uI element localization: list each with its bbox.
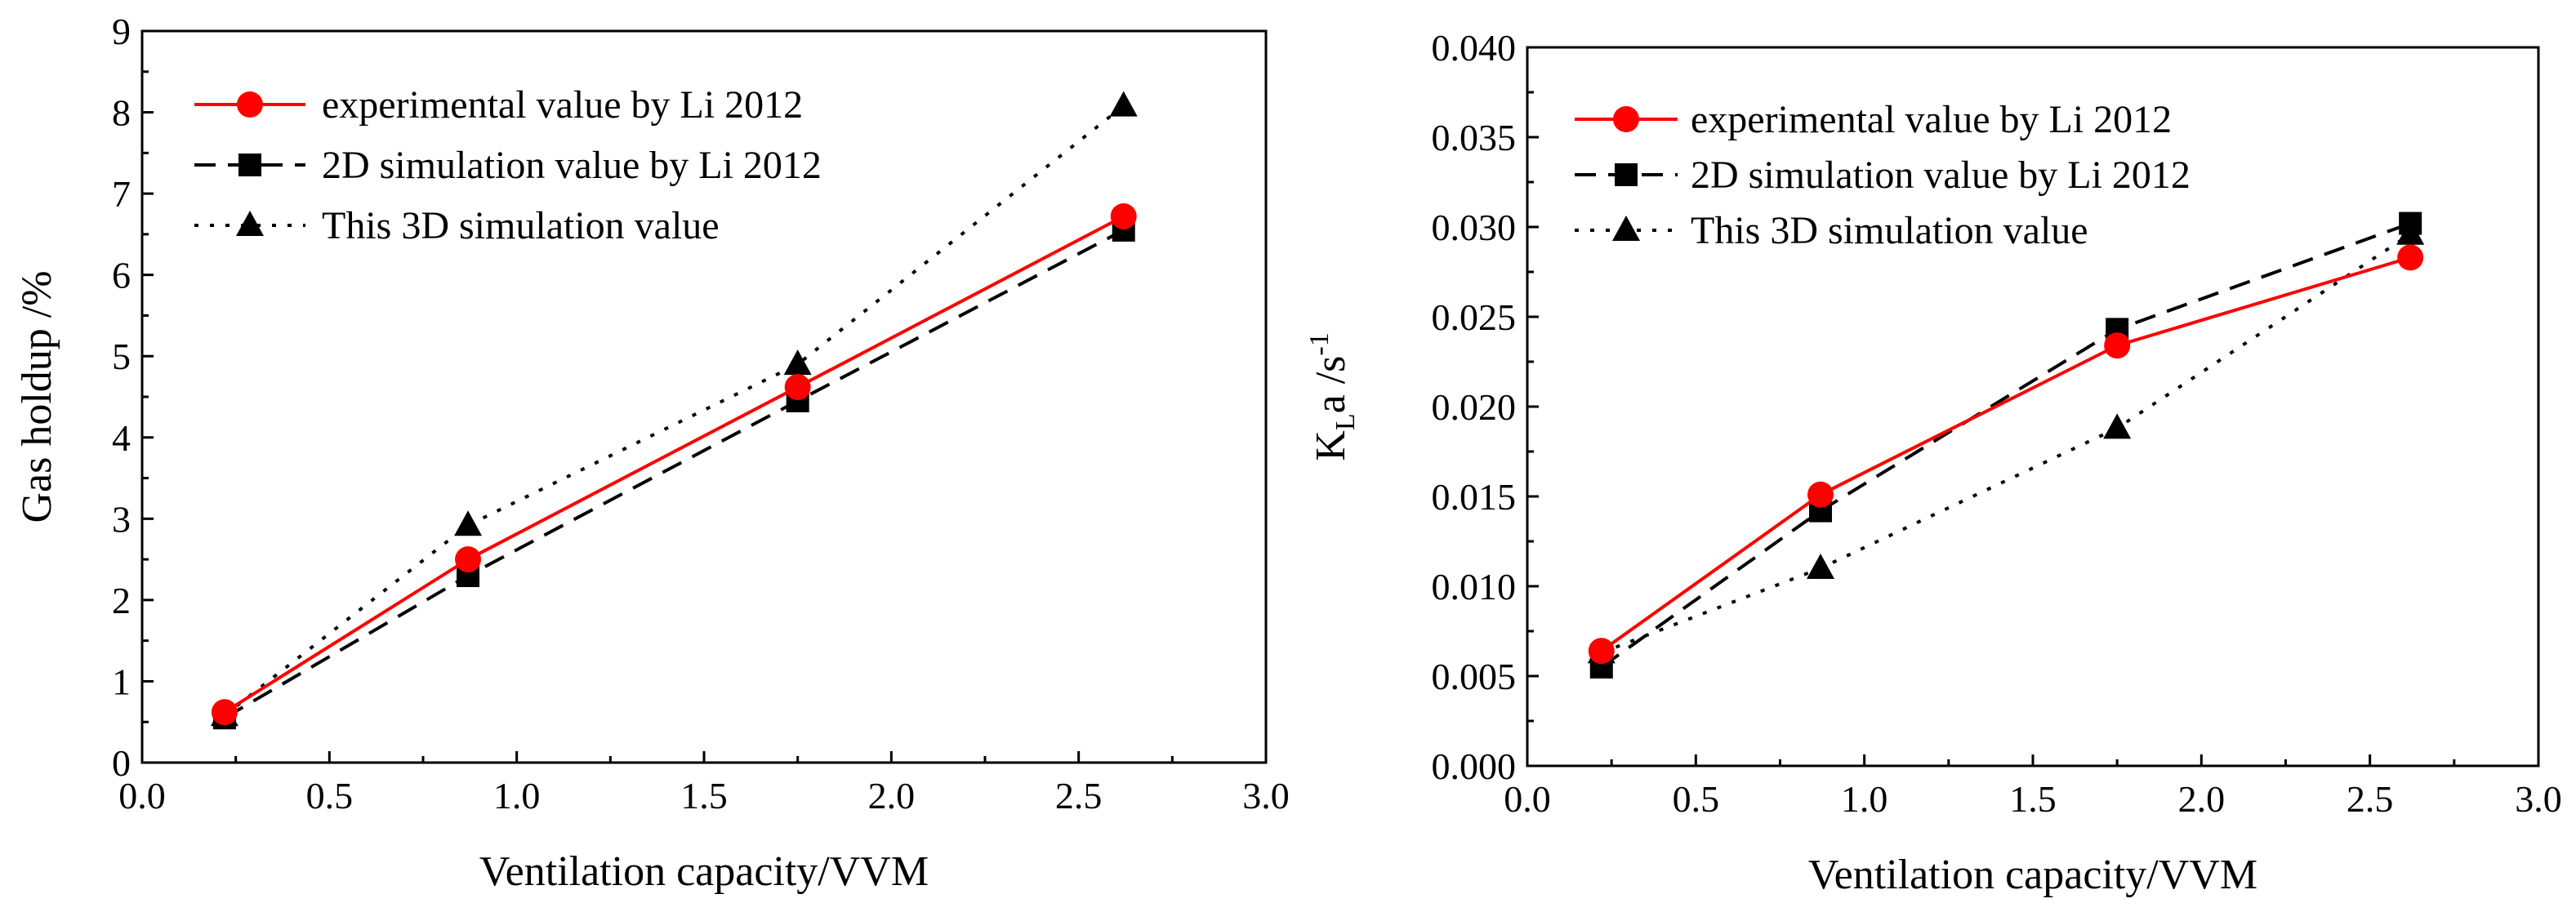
gas-holdup-chart: 0.0 0.5 1.0 1.5 2.0 2.5 3.0 0 1 2 3 4 5 6 7 8 9 Ventilati… bbox=[14, 11, 1290, 895]
series-line bbox=[1600, 221, 2411, 669]
legend-marker bbox=[1613, 106, 1639, 132]
data-point bbox=[1807, 554, 1835, 579]
y-tick-label: 0 bbox=[112, 742, 131, 784]
y-tick-label: 0.030 bbox=[1432, 207, 1517, 248]
y-tick-label: 3 bbox=[112, 498, 131, 540]
legend-label: 2D simulation value by Li 2012 bbox=[1691, 154, 2190, 197]
data-point bbox=[2397, 244, 2424, 271]
plot-frame bbox=[140, 29, 1268, 764]
legend-label: experimental value by Li 2012 bbox=[322, 83, 803, 127]
legend-label: This 3D simulation value bbox=[1691, 209, 2088, 252]
y-axis-label: Gas holdup /% bbox=[14, 270, 60, 523]
x-tick-label: 1.5 bbox=[2009, 778, 2057, 820]
y-tick-label: 0.040 bbox=[1432, 27, 1517, 69]
x-tick-label: 0.0 bbox=[118, 775, 166, 816]
data-point bbox=[1588, 638, 1615, 665]
data-point bbox=[784, 374, 811, 401]
x-tick-label: 0.0 bbox=[1504, 778, 1551, 820]
y-tick-label: 1 bbox=[112, 661, 131, 702]
series-square bbox=[1589, 211, 2422, 679]
series-line bbox=[223, 105, 1125, 717]
data-point bbox=[2399, 211, 2422, 235]
data-point bbox=[783, 349, 812, 376]
x-tick-label: 2.0 bbox=[2178, 778, 2226, 820]
series-circle bbox=[211, 202, 1137, 726]
data-point bbox=[1109, 91, 1138, 117]
series-line bbox=[1600, 256, 2411, 652]
kla-chart: 0.0 0.5 1.0 1.5 2.0 2.5 3.0 0.000 0.005 0.010 0.01… bbox=[1304, 27, 2562, 898]
data-point bbox=[2104, 332, 2131, 359]
x-tick-label: 1.0 bbox=[493, 775, 541, 816]
y-axis-label: KLa /s-1 bbox=[1304, 332, 1361, 461]
x-tick-label: 1.5 bbox=[680, 775, 728, 816]
y-tick-label: 2 bbox=[112, 580, 131, 621]
x-axis-label: Ventilation capacity/VVM bbox=[479, 848, 929, 895]
series-line bbox=[1601, 233, 2412, 655]
series-line bbox=[223, 215, 1125, 714]
y-tick-label: 0.025 bbox=[1432, 296, 1517, 338]
data-point bbox=[1110, 202, 1137, 229]
y-tick-label: 0.000 bbox=[1432, 745, 1517, 787]
y-tick-label: 0.035 bbox=[1432, 117, 1517, 158]
series-square bbox=[212, 218, 1135, 730]
legend-label: experimental value by Li 2012 bbox=[1691, 98, 2172, 141]
legend: experimental value by Li 2012 2D simulati… bbox=[1575, 98, 2190, 252]
series-line bbox=[223, 229, 1125, 719]
x-tick-label: 0.5 bbox=[1673, 778, 1720, 820]
y-tick-label: 0.015 bbox=[1432, 476, 1517, 518]
y-tick-label: 0.020 bbox=[1432, 386, 1517, 428]
legend-marker bbox=[237, 91, 263, 118]
legend: experimental value by Li 2012 2D simulati… bbox=[194, 83, 822, 247]
legend-marker bbox=[1615, 163, 1638, 186]
x-tick-label: 2.5 bbox=[1055, 775, 1103, 816]
legend-label: This 3D simulation value bbox=[322, 204, 720, 247]
data-point bbox=[211, 699, 238, 726]
y-tick-label: 0.005 bbox=[1432, 656, 1517, 697]
data-point bbox=[454, 510, 483, 536]
y-tick-label: 7 bbox=[112, 173, 131, 215]
series-circle bbox=[1588, 244, 2424, 665]
x-tick-label: 3.0 bbox=[2515, 778, 2562, 820]
x-axis-label: Ventilation capacity/VVM bbox=[1808, 852, 2257, 898]
x-tick-label: 1.0 bbox=[1841, 778, 1888, 820]
y-tick-label: 6 bbox=[112, 255, 131, 296]
data-point bbox=[2103, 413, 2132, 439]
legend-label: 2D simulation value by Li 2012 bbox=[322, 144, 822, 187]
x-tick-label: 2.0 bbox=[868, 775, 916, 816]
y-tick-label: 5 bbox=[112, 336, 131, 377]
legend-marker bbox=[1612, 216, 1640, 241]
y-tick-label: 4 bbox=[112, 417, 131, 459]
y-tick-label: 0.010 bbox=[1432, 566, 1517, 607]
data-point bbox=[1807, 481, 1834, 508]
y-tick-label: 9 bbox=[112, 11, 131, 52]
x-tick-label: 3.0 bbox=[1242, 775, 1290, 816]
series-triangle bbox=[1587, 219, 2425, 664]
x-tick-label: 2.5 bbox=[2346, 778, 2394, 820]
x-tick-label: 0.5 bbox=[306, 775, 354, 816]
y-tick-label: 8 bbox=[112, 92, 131, 134]
legend-marker bbox=[238, 154, 261, 176]
data-point bbox=[455, 546, 482, 573]
legend-marker bbox=[236, 211, 264, 236]
